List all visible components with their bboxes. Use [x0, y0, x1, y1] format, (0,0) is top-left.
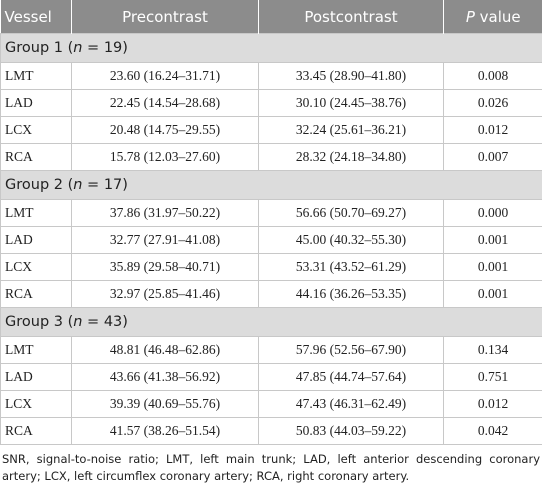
header-cell: Precontrast — [72, 0, 259, 34]
vessel-cell: RCA — [1, 281, 72, 308]
vessel-cell: LAD — [1, 227, 72, 254]
header-row: Vessel Precontrast Postcontrast P value — [1, 0, 542, 34]
value-cell: 33.45 (28.90–41.80) — [259, 63, 444, 90]
vessel-cell: LMT — [1, 63, 72, 90]
group-count: = 19) — [82, 40, 127, 56]
value-cell: 0.012 — [444, 117, 542, 144]
value-cell: 30.10 (24.45–38.76) — [259, 90, 444, 117]
p-symbol: P — [466, 8, 475, 26]
vessel-cell: RCA — [1, 418, 72, 445]
value-cell: 0.042 — [444, 418, 542, 445]
group-name: Group 1 ( — [5, 40, 73, 56]
value-cell: 53.31 (43.52–61.29) — [259, 254, 444, 281]
group-count: = 43) — [82, 314, 127, 330]
value-cell: 0.007 — [444, 144, 542, 171]
vessel-cell: LCX — [1, 391, 72, 418]
vessel-cell: LCX — [1, 254, 72, 281]
value-cell: 22.45 (14.54–28.68) — [72, 90, 259, 117]
group-label: Group 3 (n = 43) — [1, 308, 542, 337]
value-cell: 32.97 (25.85–41.46) — [72, 281, 259, 308]
value-cell: 37.86 (31.97–50.22) — [72, 200, 259, 227]
value-cell: 0.000 — [444, 200, 542, 227]
value-cell: 0.001 — [444, 281, 542, 308]
value-cell: 50.83 (44.03–59.22) — [259, 418, 444, 445]
group-label: Group 2 (n = 17) — [1, 171, 542, 200]
value-cell: 44.16 (36.26–53.35) — [259, 281, 444, 308]
value-cell: 0.001 — [444, 254, 542, 281]
value-cell: 35.89 (29.58–40.71) — [72, 254, 259, 281]
footnote: SNR, signal-to-noise ratio; LMT, left ma… — [0, 445, 542, 485]
value-cell: 39.39 (40.69–55.76) — [72, 391, 259, 418]
vessel-cell: RCA — [1, 144, 72, 171]
group-row: Group 2 (n = 17) — [1, 171, 542, 200]
value-cell: 28.32 (24.18–34.80) — [259, 144, 444, 171]
header-cell: P value — [444, 0, 542, 34]
header-cell: Vessel — [1, 0, 72, 34]
vessel-cell: LMT — [1, 337, 72, 364]
group-row: Group 3 (n = 43) — [1, 308, 542, 337]
value-cell: 43.66 (41.38–56.92) — [72, 364, 259, 391]
value-cell: 32.24 (25.61–36.21) — [259, 117, 444, 144]
value-cell: 0.026 — [444, 90, 542, 117]
value-cell: 47.85 (44.74–57.64) — [259, 364, 444, 391]
value-cell: 0.751 — [444, 364, 542, 391]
table: Vessel Precontrast Postcontrast P value … — [0, 0, 542, 445]
vessel-cell: LCX — [1, 117, 72, 144]
group-count: = 17) — [82, 177, 127, 193]
value-cell: 47.43 (46.31–62.49) — [259, 391, 444, 418]
value-cell: 20.48 (14.75–29.55) — [72, 117, 259, 144]
group-name: Group 3 ( — [5, 314, 73, 330]
header-cell: Postcontrast — [259, 0, 444, 34]
group-row: Group 1 (n = 19) — [1, 34, 542, 63]
value-cell: 23.60 (16.24–31.71) — [72, 63, 259, 90]
value-cell: 0.008 — [444, 63, 542, 90]
value-cell: 15.78 (12.03–27.60) — [72, 144, 259, 171]
group-label: Group 1 (n = 19) — [1, 34, 542, 63]
value-cell: 32.77 (27.91–41.08) — [72, 227, 259, 254]
vessel-cell: LAD — [1, 364, 72, 391]
value-cell: 41.57 (38.26–51.54) — [72, 418, 259, 445]
value-cell: 0.001 — [444, 227, 542, 254]
group-name: Group 2 ( — [5, 177, 73, 193]
value-cell: 56.66 (50.70–69.27) — [259, 200, 444, 227]
value-cell: 57.96 (52.56–67.90) — [259, 337, 444, 364]
value-cell: 0.134 — [444, 337, 542, 364]
value-cell: 0.012 — [444, 391, 542, 418]
header-text: value — [480, 8, 521, 26]
vessel-cell: LAD — [1, 90, 72, 117]
value-cell: 45.00 (40.32–55.30) — [259, 227, 444, 254]
value-cell: 48.81 (46.48–62.86) — [72, 337, 259, 364]
vessel-cell: LMT — [1, 200, 72, 227]
